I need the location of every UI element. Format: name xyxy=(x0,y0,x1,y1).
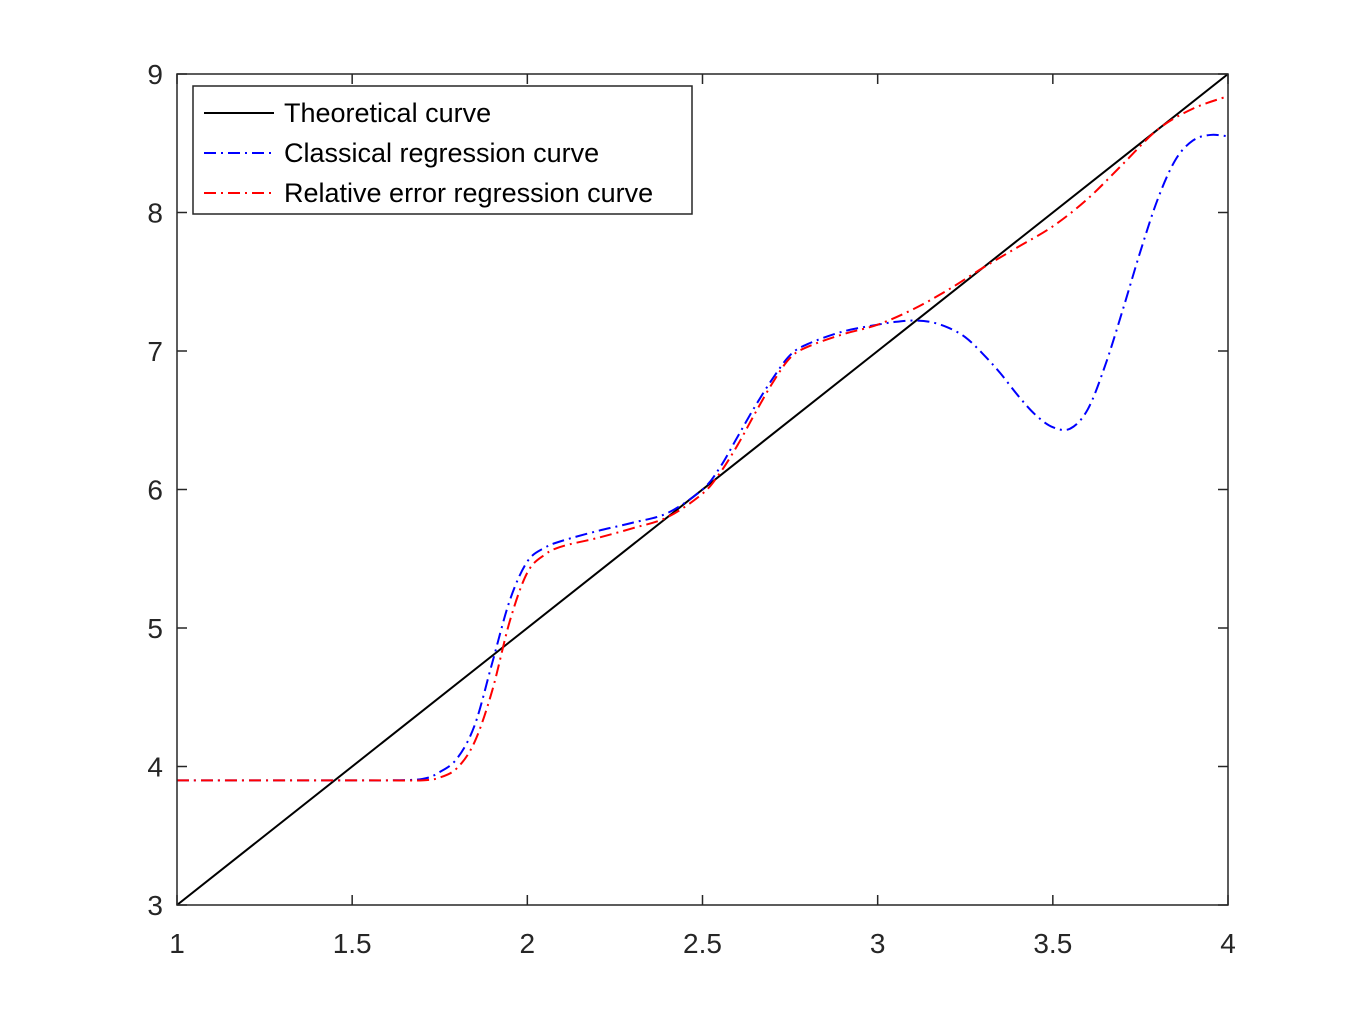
x-tick-label: 4 xyxy=(1220,928,1236,959)
series-layer xyxy=(177,74,1228,905)
legend: Theoretical curve Classical regression cu… xyxy=(192,85,693,215)
x-tick-label: 3 xyxy=(870,928,886,959)
x-tick-label: 1 xyxy=(169,928,185,959)
series-line-2 xyxy=(177,133,1228,782)
y-tick-label: 3 xyxy=(147,890,163,921)
x-tick-label: 2.5 xyxy=(683,928,722,959)
axes-layer: 1 1.5 2 2.5 3 3.5 4 3 4 5 6 7 8 9 xyxy=(147,59,1235,959)
legend-box xyxy=(192,85,693,215)
y-tick-label: 5 xyxy=(147,613,163,644)
y-tick-label: 9 xyxy=(147,59,163,90)
legend-label-2: Classical regression curve xyxy=(284,138,599,168)
y-tick-label: 8 xyxy=(147,198,163,229)
y-tick-label: 4 xyxy=(147,752,163,783)
x-tick-label: 1.5 xyxy=(333,928,372,959)
x-tick-label: 2 xyxy=(520,928,536,959)
y-tick-label: 7 xyxy=(147,336,163,367)
legend-label-3: Relative error regression curve xyxy=(284,178,653,208)
y-tick-label: 6 xyxy=(147,475,163,506)
x-tick-label: 3.5 xyxy=(1033,928,1072,959)
legend-label-1: Theoretical curve xyxy=(284,98,491,128)
